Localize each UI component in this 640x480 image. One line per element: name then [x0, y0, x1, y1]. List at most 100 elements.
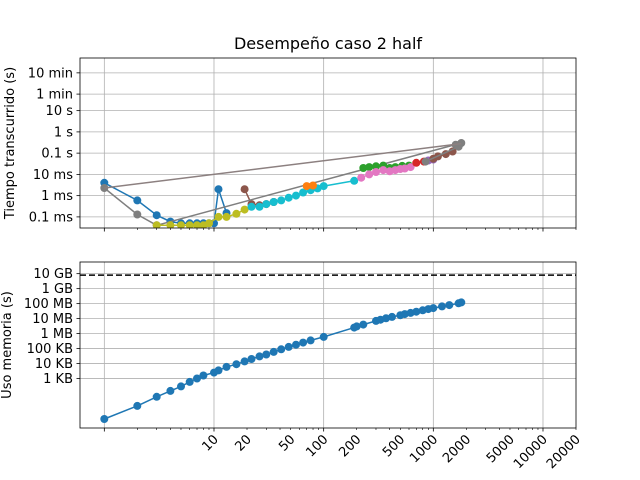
memory-point-memoria — [255, 352, 264, 361]
memory-point-memoria — [299, 338, 308, 347]
time-point-s1 — [133, 196, 142, 205]
time-point-s4 — [222, 212, 231, 221]
time-point-s6 — [302, 182, 311, 191]
time-point-s4 — [193, 221, 201, 228]
time-point-s1 — [152, 211, 161, 220]
memory-point-memoria — [262, 350, 271, 359]
time-ylabel: Tiempo transcurrido (s) — [3, 67, 18, 220]
time-point-s5 — [292, 191, 300, 200]
time-grid — [80, 58, 576, 228]
memory-point-memoria — [152, 392, 161, 401]
time-point-s8 — [379, 166, 388, 175]
time-point-s6 — [309, 181, 317, 190]
time-point-s5 — [350, 176, 359, 185]
time-series-line-s12 — [425, 146, 459, 163]
time-series-group — [100, 139, 466, 228]
time-point-s4 — [205, 219, 213, 228]
memory-ytick-label: 100 MB — [24, 297, 73, 312]
memory-point-memoria — [359, 320, 368, 329]
memory-axes-frame — [79, 261, 577, 429]
memory-point-memoria — [222, 362, 231, 371]
time-axes-frame — [79, 57, 577, 229]
chart-title: Desempeño caso 2 half — [234, 34, 422, 53]
time-point-s7 — [365, 163, 374, 172]
time-point-s9 — [412, 158, 421, 167]
time-point-s5 — [284, 193, 293, 202]
time-ytick-label: 1 s — [54, 125, 73, 140]
memory-point-memoria — [240, 357, 249, 366]
memory-grid — [80, 262, 576, 428]
time-point-s8 — [372, 168, 380, 176]
memory-point-memoria — [412, 307, 421, 316]
memory-point-memoria — [177, 382, 185, 391]
time-point-s5 — [277, 196, 286, 205]
time-ytick-label: 10 ms — [33, 168, 73, 183]
time-point-s4 — [177, 221, 185, 228]
memory-ytick-label: 1 MB — [40, 327, 73, 342]
memory-point-memoria — [284, 342, 293, 351]
time-point-s4 — [185, 221, 194, 228]
time-point-s5 — [269, 198, 278, 206]
memory-point-memoria — [292, 340, 300, 349]
memory-point-memoria — [277, 345, 286, 354]
memory-point-memoria — [306, 336, 315, 345]
time-point-s1 — [214, 185, 223, 194]
time-point-s4 — [152, 221, 161, 228]
time-point-s8 — [357, 173, 366, 182]
time-point-s5 — [262, 200, 271, 209]
memory-point-memoria — [193, 374, 201, 383]
memory-ytick-label: 10 GB — [33, 267, 73, 282]
memory-series-group — [100, 298, 466, 423]
time-ytick-label: 0.1 s — [41, 147, 73, 162]
time-ytick-label: 1 ms — [41, 189, 73, 204]
memory-point-memoria — [382, 314, 390, 323]
time-point-s5 — [255, 202, 264, 211]
time-point-s5 — [319, 182, 328, 191]
time-point-s4 — [232, 209, 241, 218]
memory-point-memoria — [269, 347, 278, 356]
time-point-s12 — [421, 157, 430, 166]
time-point-s4 — [240, 205, 249, 214]
time-point-s3 — [133, 210, 142, 219]
time-point-s4 — [214, 212, 223, 221]
time-ytick-label: 1 min — [36, 88, 73, 103]
time-series-line-trend — [104, 142, 462, 189]
time-ytick-label: 10 s — [46, 104, 74, 119]
time-point-s2 — [240, 185, 249, 194]
memory-ytick-label: 10 KB — [35, 357, 73, 372]
memory-point-memoria — [457, 298, 466, 307]
memory-point-memoria — [388, 312, 396, 321]
memory-ytick-label: 100 KB — [27, 342, 73, 357]
memory-point-memoria — [445, 301, 454, 310]
memory-ytick-label: 1 KB — [43, 372, 73, 387]
memory-point-memoria — [319, 332, 328, 341]
memory-point-memoria — [133, 401, 142, 410]
memory-point-memoria — [185, 377, 194, 386]
memory-point-memoria — [352, 322, 361, 331]
memory-ylabel: Uso memoria (s) — [0, 291, 15, 399]
memory-point-memoria — [100, 415, 109, 423]
memory-ytick-label: 1 GB — [42, 282, 73, 297]
time-point-s8 — [365, 170, 374, 179]
memory-point-memoria — [232, 360, 241, 369]
memory-point-memoria — [214, 366, 223, 375]
memory-series-holder — [100, 298, 466, 423]
memory-point-memoria — [247, 355, 256, 363]
memory-point-memoria — [438, 302, 446, 311]
time-point-s8 — [406, 163, 415, 172]
memory-point-memoria — [166, 386, 175, 395]
time-point-s7 — [372, 162, 380, 171]
time-point-s4 — [166, 221, 175, 228]
time-point-s5 — [247, 202, 256, 211]
memory-point-memoria — [199, 371, 208, 380]
memory-point-memoria — [429, 304, 438, 313]
time-point-s7 — [359, 164, 368, 172]
time-ticks: 0.1 ms 1 ms 10 ms 0.1 s 1 s 10 s1 min 10 min — [28, 66, 577, 232]
time-ytick-label: 10 min — [28, 66, 73, 81]
memory-ytick-label: 10 MB — [32, 312, 73, 327]
time-ytick-label: 0.1 ms — [29, 210, 73, 225]
time-point-s5 — [299, 188, 308, 197]
